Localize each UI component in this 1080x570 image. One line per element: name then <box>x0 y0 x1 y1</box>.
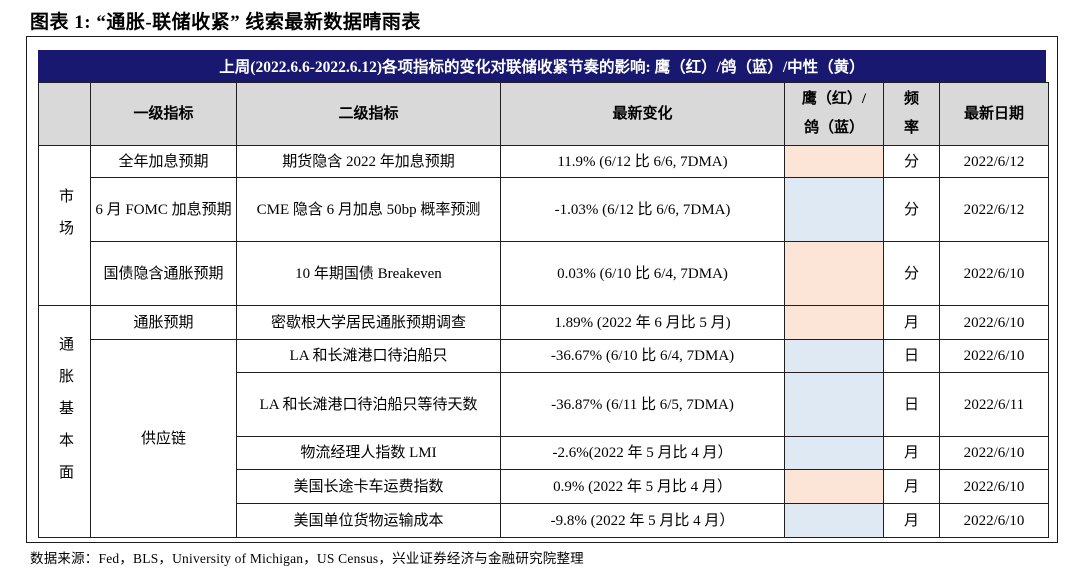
change-cell: -36.67% (6/10 比 6/4, 7DMA) <box>500 339 785 373</box>
table-row: 美国长途卡车运费指数 0.9% (2022 年 5 月比 4 月） 月 2022… <box>39 469 1049 504</box>
table-row: 6 月 FOMC 加息预期 CME 隐含 6 月加息 50bp 概率预测 -1.… <box>39 177 1049 242</box>
date-cell: 2022/6/10 <box>939 241 1049 306</box>
header-row: 一级指标 二级指标 最新变化 鹰（红）/ 鸽（蓝） 频 率 最新日期 <box>38 82 1049 146</box>
table-row: 供应链 LA 和长滩港口待泊船只 -36.67% (6/10 比 6/4, 7D… <box>39 339 1049 538</box>
signal-cell <box>784 241 884 306</box>
header-change: 最新变化 <box>500 82 785 146</box>
group-cell-market: 市场 <box>38 145 91 306</box>
figure-title: 图表 1: “通胀-联储收紧” 线索最新数据晴雨表 <box>30 12 421 33</box>
signal-cell <box>784 145 884 178</box>
level2-cell: CME 隐含 6 月加息 50bp 概率预测 <box>236 177 501 242</box>
level2-cell: 物流经理人指数 LMI <box>236 436 501 470</box>
level1-cell: 6 月 FOMC 加息预期 <box>90 177 237 242</box>
level1-cell: 通胀预期 <box>90 305 237 340</box>
table-row: LA 和长滩港口待泊船只等待天数 -36.87% (6/11 比 6/5, 7D… <box>39 372 1049 437</box>
level1-cell-supply-chain: 供应链 <box>90 339 237 538</box>
signal-cell <box>784 469 884 504</box>
group-cell-inflation-fundamentals: 通胀基本面 <box>38 305 91 538</box>
freq-cell: 日 <box>883 372 940 437</box>
level2-cell: LA 和长滩港口待泊船只等待天数 <box>236 372 501 437</box>
date-cell: 2022/6/10 <box>939 305 1049 340</box>
freq-cell: 分 <box>883 177 940 242</box>
signal-cell <box>784 339 884 373</box>
date-cell: 2022/6/11 <box>939 372 1049 437</box>
data-source-note: 数据来源：Fed，BLS，University of Michigan，US C… <box>30 551 584 566</box>
header-group <box>38 82 91 146</box>
header-level2: 二级指标 <box>236 82 501 146</box>
date-cell: 2022/6/12 <box>939 145 1049 178</box>
table-row: 通胀基本面 通胀预期 密歇根大学居民通胀预期调查 1.89% (2022 年 6… <box>38 305 1049 538</box>
date-cell: 2022/6/10 <box>939 436 1049 470</box>
signal-cell <box>784 503 884 538</box>
barometer-table: 一级指标 二级指标 最新变化 鹰（红）/ 鸽（蓝） 频 率 最新日期 市场 全年… <box>38 82 1049 538</box>
signal-cell <box>784 372 884 437</box>
table-row: 市场 全年加息预期 期货隐含 2022 年加息预期 11.9% (6/12 比 … <box>38 145 1049 306</box>
date-cell: 2022/6/10 <box>939 469 1049 504</box>
table-row: 国债隐含通胀预期 10 年期国债 Breakeven 0.03% (6/10 比… <box>39 241 1049 306</box>
change-cell: -1.03% (6/12 比 6/6, 7DMA) <box>500 177 785 242</box>
table-row: 美国单位货物运输成本 -9.8% (2022 年 5 月比 4 月） 月 202… <box>39 503 1049 538</box>
signal-cell <box>784 177 884 242</box>
freq-cell: 日 <box>883 339 940 373</box>
change-cell: -2.6%(2022 年 5 月比 4 月） <box>500 436 785 470</box>
signal-cell <box>784 436 884 470</box>
header-level1: 一级指标 <box>90 82 237 146</box>
table-banner: 上周(2022.6.6-2022.6.12)各项指标的变化对联储收紧节奏的影响:… <box>38 50 1046 82</box>
level2-cell: 密歇根大学居民通胀预期调查 <box>236 305 501 340</box>
level2-cell: 美国长途卡车运费指数 <box>236 469 501 504</box>
signal-cell <box>784 305 884 340</box>
header-signal: 鹰（红）/ 鸽（蓝） <box>784 82 884 146</box>
change-cell: 0.03% (6/10 比 6/4, 7DMA) <box>500 241 785 306</box>
change-cell: 0.9% (2022 年 5 月比 4 月） <box>500 469 785 504</box>
freq-cell: 月 <box>883 436 940 470</box>
date-cell: 2022/6/10 <box>939 339 1049 373</box>
freq-cell: 月 <box>883 503 940 538</box>
change-cell: -9.8% (2022 年 5 月比 4 月） <box>500 503 785 538</box>
date-cell: 2022/6/10 <box>939 503 1049 538</box>
level2-cell: 美国单位货物运输成本 <box>236 503 501 538</box>
freq-cell: 月 <box>883 305 940 340</box>
group-label: 市场 <box>57 188 73 252</box>
header-date: 最新日期 <box>939 82 1049 146</box>
level2-cell: LA 和长滩港口待泊船只 <box>236 339 501 373</box>
level1-cell: 全年加息预期 <box>90 145 237 178</box>
level2-cell: 10 年期国债 Breakeven <box>236 241 501 306</box>
level2-cell: 期货隐含 2022 年加息预期 <box>236 145 501 178</box>
figure-border-box: 上周(2022.6.6-2022.6.12)各项指标的变化对联储收紧节奏的影响:… <box>26 36 1058 543</box>
group-label: 通胀基本面 <box>57 336 73 496</box>
date-cell: 2022/6/12 <box>939 177 1049 242</box>
change-cell: 1.89% (2022 年 6 月比 5 月) <box>500 305 785 340</box>
change-cell: 11.9% (6/12 比 6/6, 7DMA) <box>500 145 785 178</box>
header-freq: 频 率 <box>883 82 940 146</box>
freq-cell: 分 <box>883 241 940 306</box>
level1-cell: 国债隐含通胀预期 <box>90 241 237 306</box>
table-row: 物流经理人指数 LMI -2.6%(2022 年 5 月比 4 月） 月 202… <box>39 436 1049 470</box>
change-cell: -36.87% (6/11 比 6/5, 7DMA) <box>500 372 785 437</box>
freq-cell: 分 <box>883 145 940 178</box>
freq-cell: 月 <box>883 469 940 504</box>
